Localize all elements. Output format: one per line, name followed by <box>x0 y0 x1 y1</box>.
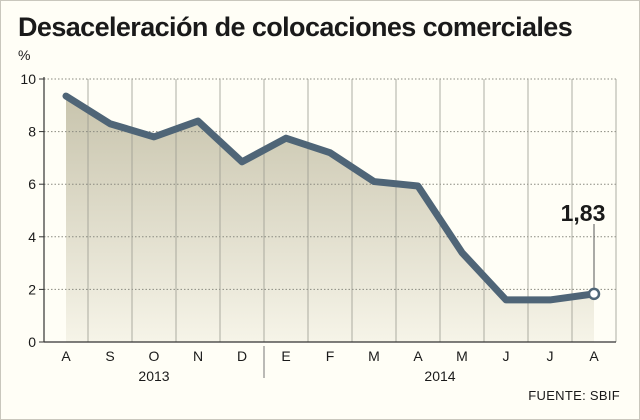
y-tick-label: 2 <box>28 281 36 297</box>
year-label: 2014 <box>424 368 455 384</box>
x-tick-label: M <box>368 348 380 364</box>
y-tick-label: 8 <box>28 124 36 140</box>
x-tick-label: J <box>503 348 510 364</box>
y-tick-label: 6 <box>28 176 36 192</box>
y-axis-unit: % <box>18 47 30 63</box>
x-tick-label: S <box>105 348 114 364</box>
annotation-marker <box>587 287 601 301</box>
y-tick-label: 0 <box>28 334 36 350</box>
annotation-label: 1,83 <box>561 200 606 226</box>
x-tick-label: N <box>193 348 203 364</box>
chart-title: Desaceleración de colocaciones comercial… <box>18 12 573 42</box>
area-fill <box>66 96 594 342</box>
x-tick-label: A <box>61 348 71 364</box>
x-tick-label: A <box>413 348 423 364</box>
y-tick-label: 4 <box>28 229 36 245</box>
x-tick-label: J <box>547 348 554 364</box>
x-tick-label: O <box>149 348 160 364</box>
x-tick-label: E <box>281 348 290 364</box>
y-tick-label: 10 <box>20 71 36 87</box>
x-tick-label: A <box>589 348 599 364</box>
year-label: 2013 <box>138 368 169 384</box>
x-tick-label: D <box>237 348 247 364</box>
x-tick-label: F <box>326 348 335 364</box>
x-tick-label: M <box>456 348 468 364</box>
source-note: FUENTE: SBIF <box>528 388 620 403</box>
